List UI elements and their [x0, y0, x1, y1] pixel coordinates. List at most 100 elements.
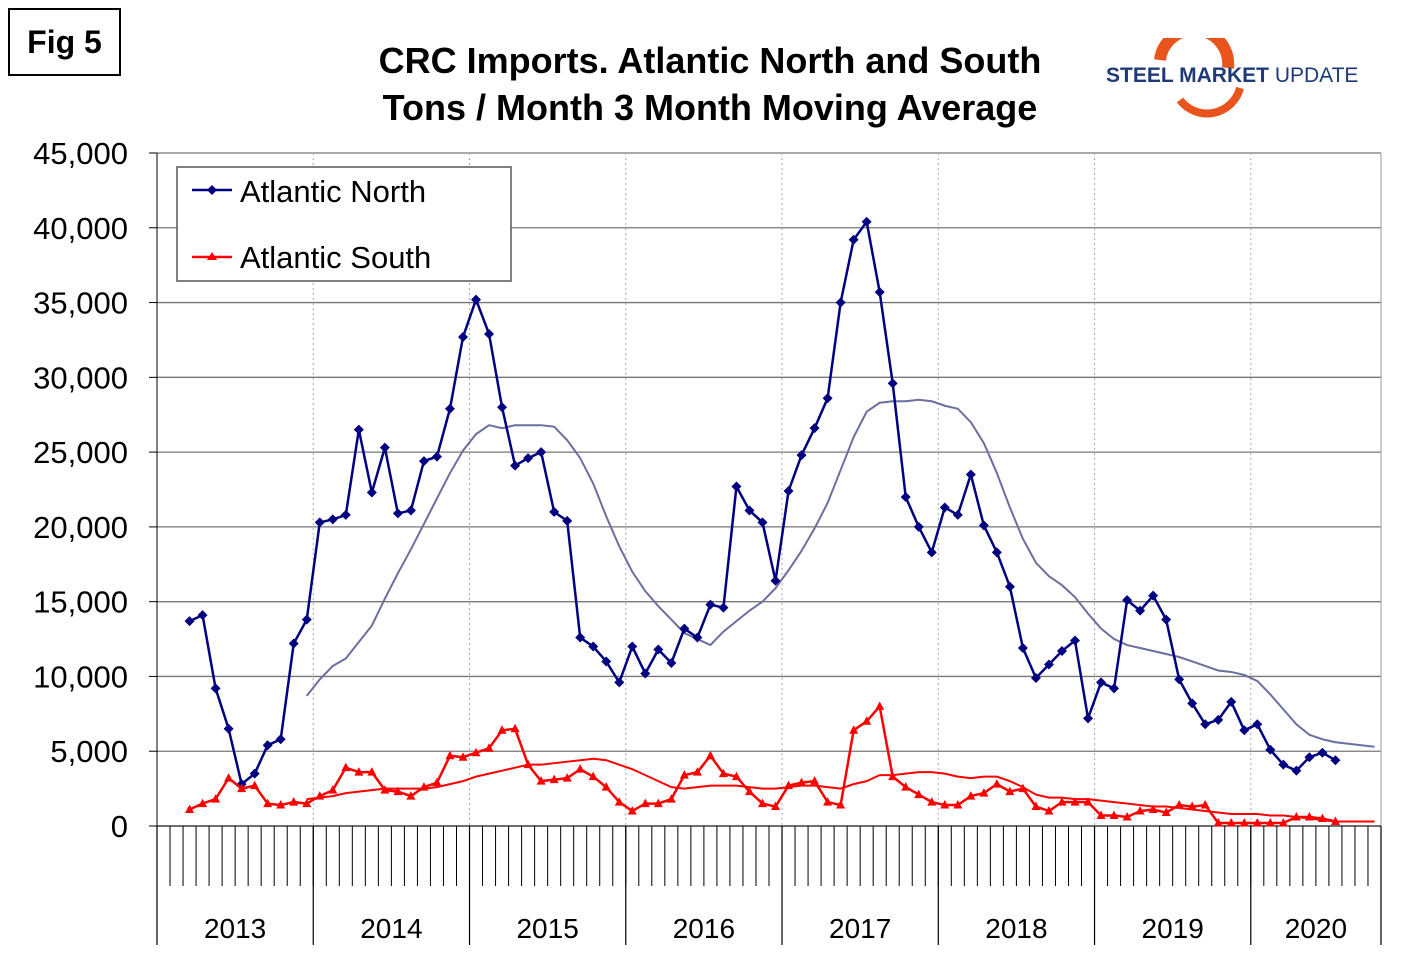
- data-point-triangle: [810, 776, 820, 785]
- data-point-triangle: [1200, 800, 1210, 809]
- data-point-triangle: [836, 800, 846, 809]
- data-point-diamond: [887, 378, 898, 389]
- data-point-triangle: [1005, 786, 1015, 796]
- data-point-diamond: [666, 657, 677, 668]
- data-point-triangle: [1330, 816, 1340, 826]
- y-tick-label: 30,000: [33, 360, 128, 395]
- data-point-triangle: [1187, 801, 1197, 811]
- data-point-triangle: [1031, 801, 1041, 811]
- y-tick-label: 45,000: [33, 136, 128, 171]
- data-point-diamond: [431, 451, 442, 462]
- data-point-diamond: [444, 403, 455, 414]
- data-point-diamond: [939, 502, 950, 513]
- data-point-diamond: [1070, 635, 1080, 646]
- data-point-triangle: [419, 782, 429, 791]
- data-point-triangle: [328, 785, 338, 794]
- data-point-triangle: [523, 759, 533, 769]
- data-point-triangle: [237, 783, 247, 793]
- data-point-triangle: [1265, 818, 1275, 827]
- data-point-triangle: [1122, 812, 1132, 821]
- x-year-label: 2015: [516, 913, 578, 944]
- data-point-diamond: [418, 456, 429, 467]
- data-point-diamond: [197, 610, 208, 621]
- data-point-triangle: [797, 777, 807, 787]
- data-point-diamond: [770, 575, 781, 586]
- data-point-diamond: [731, 481, 742, 492]
- data-point-triangle: [1018, 783, 1028, 793]
- data-point-diamond: [653, 644, 664, 655]
- data-point-diamond: [835, 297, 846, 308]
- data-point-triangle: [614, 797, 624, 806]
- data-point-diamond: [822, 393, 833, 404]
- data-point-triangle: [367, 767, 377, 776]
- data-point-triangle: [601, 782, 611, 791]
- data-point-triangle: [484, 743, 494, 752]
- data-point-triangle: [692, 767, 702, 776]
- data-point-diamond: [1213, 714, 1224, 725]
- data-point-triangle: [276, 800, 286, 809]
- data-point-diamond: [1304, 752, 1315, 763]
- atlantic-north-line: [189, 218, 1337, 787]
- data-point-triangle: [1291, 812, 1301, 821]
- data-point-triangle: [640, 798, 650, 808]
- data-point-diamond: [549, 506, 560, 517]
- data-point-diamond: [601, 656, 612, 667]
- data-point-diamond: [900, 491, 911, 502]
- data-point-diamond: [497, 402, 508, 413]
- data-point-triangle: [1226, 818, 1236, 827]
- data-point-diamond: [1278, 759, 1289, 770]
- data-point-triangle: [1044, 806, 1054, 815]
- data-point-diamond: [392, 508, 403, 519]
- data-point-triangle: [940, 800, 950, 809]
- data-point-triangle: [744, 786, 754, 796]
- data-point-triangle: [406, 791, 416, 800]
- data-point-triangle: [1070, 797, 1080, 806]
- data-point-triangle: [185, 804, 195, 814]
- data-point-triangle: [1278, 818, 1288, 827]
- data-point-diamond: [314, 517, 325, 528]
- data-point-diamond: [1056, 646, 1067, 657]
- legend-diamond-icon: [207, 185, 217, 195]
- data-point-diamond: [1291, 765, 1302, 776]
- data-point-diamond: [1317, 747, 1328, 758]
- figure-label: Fig 5: [8, 8, 121, 76]
- data-point-triangle: [679, 770, 689, 779]
- data-point-triangle: [1174, 800, 1184, 809]
- data-point-diamond: [1265, 744, 1276, 755]
- data-point-triangle: [901, 782, 911, 791]
- data-point-diamond: [627, 641, 638, 652]
- data-point-diamond: [471, 294, 482, 305]
- data-point-triangle: [875, 701, 885, 710]
- data-point-diamond: [1200, 719, 1211, 730]
- data-point-triangle: [1304, 812, 1314, 821]
- data-point-diamond: [757, 517, 768, 528]
- data-point-diamond: [184, 616, 195, 627]
- data-point-triangle: [1109, 810, 1119, 820]
- data-point-diamond: [262, 740, 273, 751]
- data-point-diamond: [848, 234, 859, 245]
- data-point-triangle: [315, 791, 325, 800]
- data-point-diamond: [523, 453, 534, 464]
- data-point-diamond: [288, 638, 299, 649]
- data-point-triangle: [849, 725, 859, 734]
- data-point-triangle: [224, 773, 234, 782]
- data-point-triangle: [354, 767, 364, 776]
- data-point-diamond: [1252, 719, 1263, 730]
- logo-text-light: UPDATE: [1274, 64, 1359, 87]
- data-point-triangle: [627, 806, 637, 815]
- moving-average-3-line: [306, 757, 1375, 823]
- data-point-triangle: [653, 798, 663, 808]
- data-point-diamond: [614, 677, 625, 688]
- data-point-diamond: [484, 328, 495, 339]
- data-point-triangle: [823, 797, 833, 806]
- data-point-triangle: [289, 797, 299, 806]
- data-point-diamond: [640, 668, 651, 679]
- legend: Atlantic North Atlantic South: [176, 166, 512, 282]
- data-point-diamond: [1187, 698, 1198, 709]
- data-point-triangle: [1239, 818, 1249, 827]
- data-point-diamond: [952, 509, 963, 520]
- y-tick-label: 15,000: [33, 585, 128, 620]
- data-point-diamond: [1030, 672, 1041, 683]
- data-point-diamond: [510, 460, 521, 471]
- data-point-triangle: [757, 798, 767, 808]
